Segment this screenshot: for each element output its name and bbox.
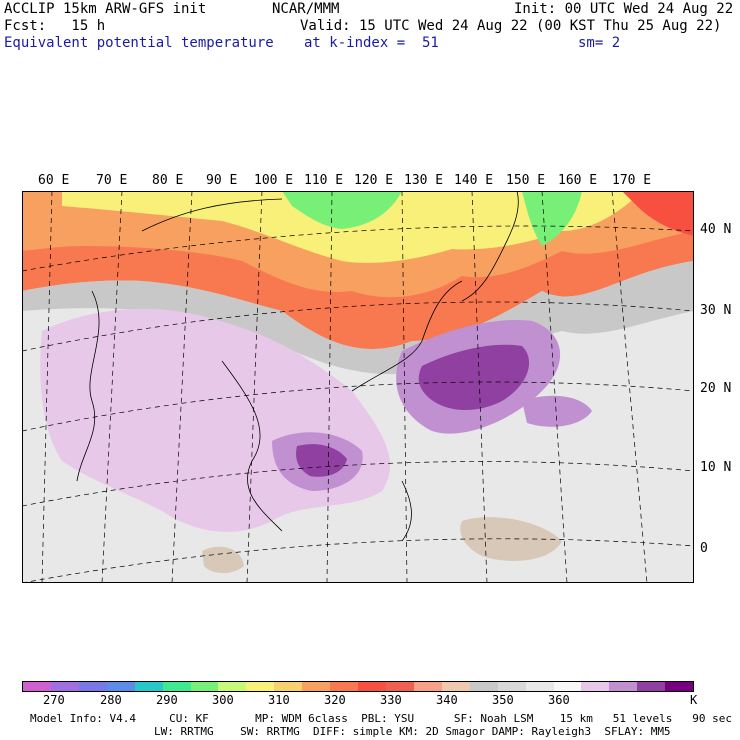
model-info: Model Info: V4.4 CU: KF MP: WDM 6class P…	[30, 712, 732, 725]
colorbar-swatch	[581, 682, 610, 691]
lat-label: 20 N	[700, 381, 732, 396]
lat-label: 30 N	[700, 303, 732, 318]
lon-label: 160 E	[558, 173, 598, 188]
colorbar-swatch	[665, 682, 694, 691]
lon-label: 120 E	[354, 173, 394, 188]
colorbar-swatch	[23, 682, 51, 691]
colorbar-tick: 280	[100, 693, 122, 707]
colorbar-tick: 350	[492, 693, 514, 707]
lon-label: 170 E	[612, 173, 652, 188]
k-index: at k-index = 51	[304, 35, 439, 51]
lon-label: 80 E	[152, 173, 184, 188]
colorbar-tick: 290	[156, 693, 178, 707]
colorbar-tick: 300	[212, 693, 234, 707]
colorbar-tick: 270	[43, 693, 65, 707]
colorbar-swatch	[441, 682, 470, 691]
lon-label: 90 E	[206, 173, 238, 188]
colorbar-swatch	[497, 682, 526, 691]
lon-label: 60 E	[38, 173, 70, 188]
colorbar-tick: 340	[436, 693, 458, 707]
model-title: ACCLIP 15km ARW-GFS init	[4, 1, 207, 17]
colorbar-swatch	[609, 682, 638, 691]
smoothing: sm= 2	[578, 35, 621, 51]
colorbar-swatch	[358, 682, 386, 691]
colorbar-swatch	[106, 682, 135, 691]
forecast-hour: Fcst: 15 h	[4, 18, 106, 34]
colorbar-swatch	[78, 682, 107, 691]
theta-e-map	[22, 191, 694, 583]
lon-label: 140 E	[454, 173, 494, 188]
field-name: Equivalent potential temperature	[4, 35, 274, 51]
organization: NCAR/MMM	[272, 1, 340, 17]
colorbar-swatch	[302, 682, 331, 691]
lon-label: 150 E	[506, 173, 546, 188]
lat-label: 0	[700, 541, 708, 556]
colorbar-unit: K	[690, 693, 698, 707]
lat-label: 40 N	[700, 222, 732, 237]
colorbar-swatch	[413, 682, 442, 691]
colorbar-swatch	[50, 682, 79, 691]
colorbar-tick: 320	[324, 693, 346, 707]
lon-label: 70 E	[96, 173, 128, 188]
colorbar-swatch	[190, 682, 219, 691]
colorbar-swatch	[330, 682, 359, 691]
colorbar-swatch	[246, 682, 275, 691]
colorbar-swatch	[162, 682, 191, 691]
colorbar-tick: 330	[380, 693, 402, 707]
colorbar-swatch	[637, 682, 666, 691]
colorbar-swatch	[274, 682, 303, 691]
colorbar-swatch	[553, 682, 582, 691]
init-time: Init: 00 UTC Wed 24 Aug 22	[514, 1, 734, 17]
lon-label: 110 E	[304, 173, 344, 188]
colorbar-tick: 310	[268, 693, 290, 707]
colorbar-swatch	[385, 682, 414, 691]
colorbar-swatch	[525, 682, 554, 691]
lon-label: 130 E	[404, 173, 444, 188]
lon-label: 100 E	[254, 173, 294, 188]
colorbar-swatch	[134, 682, 163, 691]
colorbar-swatch	[469, 682, 498, 691]
lat-label: 10 N	[700, 460, 732, 475]
colorbar-swatch	[218, 682, 247, 691]
colorbar-tick: 360	[548, 693, 570, 707]
model-physics: LW: RRTMG SW: RRTMG DIFF: simple KM: 2D …	[154, 725, 671, 738]
colorbar	[22, 681, 694, 692]
valid-time: Valid: 15 UTC Wed 24 Aug 22 (00 KST Thu …	[300, 18, 722, 34]
